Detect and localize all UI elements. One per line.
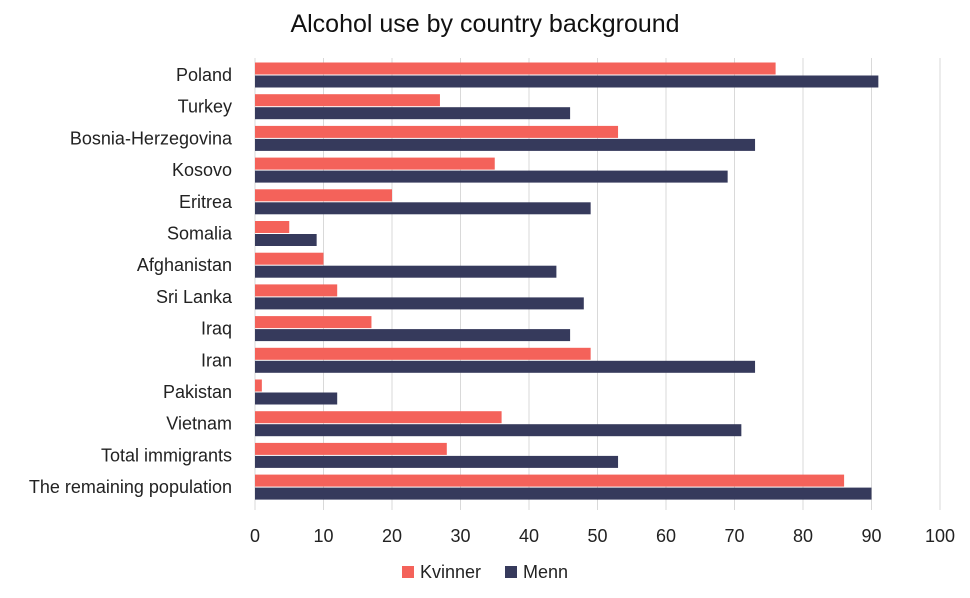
category-labels: Poland Turkey Bosnia-Herzegovina Kosovo Erit…: [29, 65, 233, 497]
bar-menn: [255, 107, 571, 120]
category-label: Sri Lanka: [156, 287, 233, 307]
legend-swatch: [402, 566, 414, 578]
category-label: Total immigrants: [101, 445, 232, 465]
category-label: Pakistan: [163, 382, 232, 402]
bar-menn: [255, 487, 872, 500]
bar-kvinner: [255, 379, 262, 392]
bar-kvinner: [255, 442, 447, 455]
bar-kvinner: [255, 411, 502, 424]
legend-label: Menn: [523, 562, 568, 582]
category-label: Vietnam: [166, 414, 232, 434]
bar-menn: [255, 297, 584, 310]
tick-label: 40: [519, 526, 539, 546]
tick-label: 90: [861, 526, 881, 546]
bar-menn: [255, 75, 879, 88]
category-label: Afghanistan: [137, 255, 232, 275]
category-label: The remaining population: [29, 477, 232, 497]
bars: [255, 62, 879, 500]
bar-kvinner: [255, 474, 845, 487]
tick-label: 60: [656, 526, 676, 546]
tick-labels: 0 10 20 30 40 50 60 70 80 90 100: [250, 526, 955, 546]
bar-kvinner: [255, 94, 440, 107]
category-label: Turkey: [178, 97, 232, 117]
category-label: Eritrea: [179, 192, 233, 212]
gridlines: [254, 58, 941, 510]
tick-label: 50: [587, 526, 607, 546]
tick-label: 80: [793, 526, 813, 546]
bar-kvinner: [255, 347, 591, 360]
legend: Kvinner Menn: [402, 562, 568, 582]
tick-label: 10: [313, 526, 333, 546]
legend-label: Kvinner: [420, 562, 481, 582]
bar-menn: [255, 170, 728, 183]
bar-menn: [255, 455, 619, 468]
bar-kvinner: [255, 252, 324, 265]
tick-label: 0: [250, 526, 260, 546]
bar-menn: [255, 360, 756, 373]
chart-title: Alcohol use by country background: [290, 10, 680, 38]
bar-kvinner: [255, 221, 290, 233]
bar-kvinner: [255, 157, 495, 170]
category-label: Poland: [176, 65, 232, 85]
bar-menn: [255, 265, 557, 278]
tick-label: 100: [925, 526, 955, 546]
category-label: Somalia: [167, 224, 233, 244]
bar-menn: [255, 392, 338, 405]
category-label: Bosnia-Herzegovina: [70, 128, 233, 148]
tick-label: 20: [382, 526, 402, 546]
category-label: Iran: [201, 350, 232, 370]
bar-menn: [255, 138, 756, 151]
legend-swatch: [505, 566, 517, 578]
tick-label: 70: [724, 526, 744, 546]
tick-label: 30: [450, 526, 470, 546]
bar-kvinner: [255, 125, 619, 138]
category-label: Iraq: [201, 319, 232, 339]
bar-kvinner: [255, 62, 776, 75]
bar-menn: [255, 234, 317, 246]
category-label: Kosovo: [172, 160, 232, 180]
bar-menn: [255, 424, 742, 437]
bar-menn: [255, 202, 591, 215]
bar-menn: [255, 329, 571, 342]
bar-kvinner: [255, 189, 392, 202]
bar-kvinner: [255, 316, 372, 329]
bar-kvinner: [255, 284, 338, 297]
